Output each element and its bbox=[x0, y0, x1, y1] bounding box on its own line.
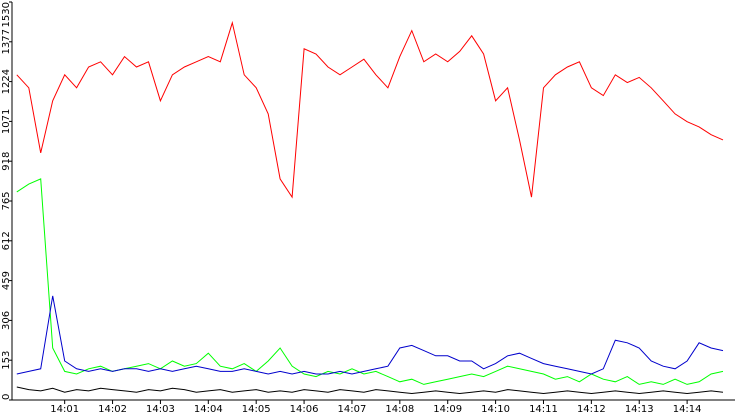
x-tick-label: 14:13 bbox=[625, 404, 654, 415]
y-tick-label: 1530 bbox=[1, 2, 12, 27]
y-tick-label: 765 bbox=[1, 191, 12, 210]
y-tick-label: 459 bbox=[1, 271, 12, 290]
x-tick-label: 14:09 bbox=[433, 404, 462, 415]
x-tick-label: 14:06 bbox=[290, 404, 319, 415]
y-tick-label: 1224 bbox=[1, 69, 12, 94]
series-line bbox=[16, 386, 724, 395]
y-tick-label: 153 bbox=[1, 351, 12, 370]
x-tick-label: 14:10 bbox=[481, 404, 510, 415]
x-tick-label: 14:08 bbox=[385, 404, 414, 415]
y-tick-label: 1377 bbox=[1, 29, 12, 54]
series-line bbox=[16, 20, 724, 199]
x-tick-label: 14:11 bbox=[529, 404, 558, 415]
series-line bbox=[16, 178, 724, 385]
x-tick-label: 14:05 bbox=[242, 404, 271, 415]
x-tick-label: 14:04 bbox=[194, 404, 223, 415]
y-tick-label: 0 bbox=[1, 394, 12, 400]
x-tick-label: 14:03 bbox=[146, 404, 175, 415]
y-tick-label: 612 bbox=[1, 231, 12, 250]
y-tick-label: 918 bbox=[1, 152, 12, 171]
x-tick-label: 14:01 bbox=[50, 404, 79, 415]
y-tick-label: 306 bbox=[1, 311, 12, 330]
x-tick-label: 14:14 bbox=[673, 404, 702, 415]
series-line bbox=[16, 295, 724, 375]
x-tick-label: 14:02 bbox=[98, 404, 127, 415]
x-tick-label: 14:07 bbox=[338, 404, 367, 415]
x-tick-label: 14:12 bbox=[577, 404, 606, 415]
y-tick-label: 1071 bbox=[1, 109, 12, 134]
